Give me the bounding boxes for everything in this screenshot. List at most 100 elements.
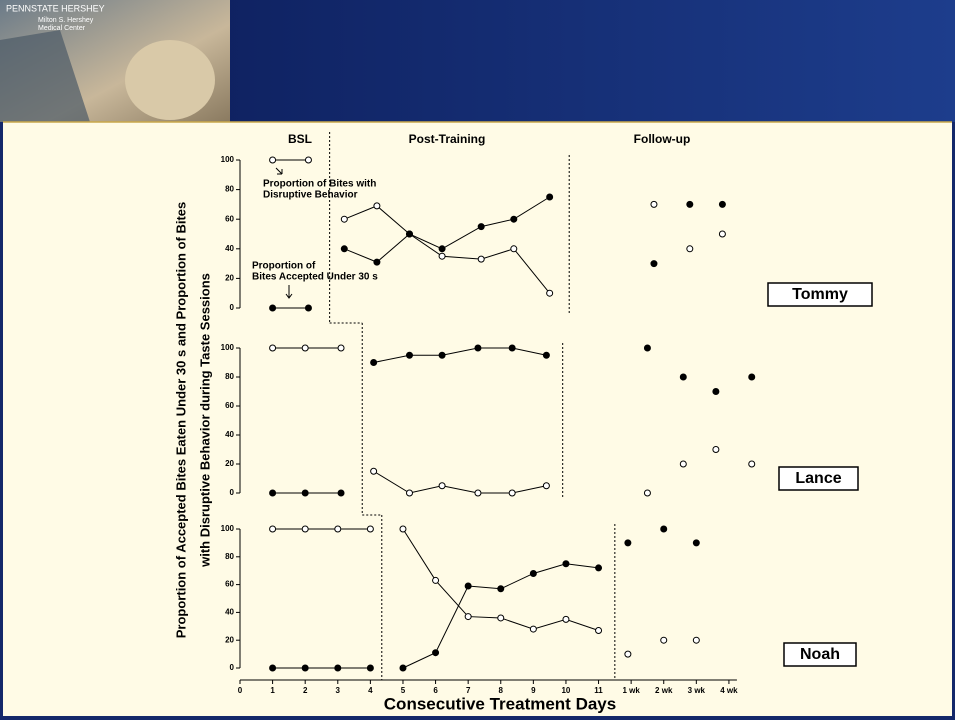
filled-point — [509, 345, 515, 351]
y-tick-label: 100 — [221, 343, 235, 352]
page: PENNSTATE HERSHEY Milton S. Hershey Medi… — [0, 0, 955, 720]
y-tick-label: 100 — [221, 524, 235, 533]
annotation: Proportion of Bites with — [263, 179, 376, 190]
y-tick-label: 60 — [225, 580, 234, 589]
filled-point — [530, 570, 536, 576]
y-axis-label: with Disruptive Behavior during Taste Se… — [197, 273, 212, 568]
open-point — [625, 651, 631, 657]
filled-point — [687, 201, 693, 207]
filled-point — [661, 526, 667, 532]
y-tick-label: 40 — [225, 608, 234, 617]
open-point — [661, 637, 667, 643]
content-area — [3, 122, 952, 716]
y-tick-label: 0 — [230, 303, 235, 312]
y-tick-label: 0 — [230, 663, 235, 672]
slide: PENNSTATE HERSHEY Milton S. Hershey Medi… — [0, 0, 955, 720]
filled-point — [335, 665, 341, 671]
open-point — [475, 490, 481, 496]
filled-point — [475, 345, 481, 351]
open-point — [719, 231, 725, 237]
filled-point — [374, 259, 380, 265]
open-point — [367, 526, 373, 532]
filled-point — [371, 360, 377, 366]
phase-label: Post-Training — [409, 132, 486, 146]
open-point — [713, 447, 719, 453]
filled-point — [644, 345, 650, 351]
filled-point — [693, 540, 699, 546]
open-point — [335, 526, 341, 532]
open-point — [511, 246, 517, 252]
open-point — [498, 615, 504, 621]
brand-sub: Medical Center — [38, 25, 86, 32]
open-point — [302, 526, 308, 532]
filled-point — [341, 246, 347, 252]
brand: PENNSTATE HERSHEY — [6, 3, 105, 13]
phase-label: Follow-up — [634, 132, 691, 146]
open-point — [270, 526, 276, 532]
filled-point — [270, 305, 276, 311]
y-tick-label: 60 — [225, 401, 234, 410]
open-point — [547, 290, 553, 296]
y-tick-label: 20 — [225, 459, 234, 468]
open-point — [693, 637, 699, 643]
x-tick-label: 3 — [336, 686, 341, 695]
y-tick-label: 40 — [225, 244, 234, 253]
y-tick-label: 20 — [225, 274, 234, 283]
filled-point — [651, 261, 657, 267]
open-point — [509, 490, 515, 496]
filled-point — [498, 586, 504, 592]
x-tick-label: 4 wk — [720, 686, 738, 695]
filled-point — [305, 305, 311, 311]
open-point — [680, 461, 686, 467]
y-tick-label: 80 — [225, 552, 234, 561]
brand-sub: Milton S. Hershey — [38, 17, 94, 24]
open-point — [530, 626, 536, 632]
filled-point — [433, 650, 439, 656]
y-tick-label: 40 — [225, 430, 234, 439]
annotation: Disruptive Behavior — [263, 190, 358, 201]
filled-point — [563, 561, 569, 567]
filled-point — [406, 231, 412, 237]
y-axis-label: Proportion of Accepted Bites Eaten Under… — [173, 202, 188, 639]
x-axis-label: Consecutive Treatment Days — [384, 694, 616, 713]
filled-point — [511, 216, 517, 222]
open-point — [439, 483, 445, 489]
panel-name: Lance — [795, 470, 841, 487]
filled-point — [302, 490, 308, 496]
panel-name: Tommy — [792, 286, 848, 303]
filled-point — [465, 583, 471, 589]
open-point — [374, 203, 380, 209]
open-point — [338, 345, 344, 351]
filled-point — [439, 352, 445, 358]
open-point — [465, 614, 471, 620]
y-tick-label: 0 — [230, 488, 235, 497]
open-point — [400, 526, 406, 532]
filled-point — [596, 565, 602, 571]
filled-point — [719, 201, 725, 207]
open-point — [749, 461, 755, 467]
filled-point — [439, 246, 445, 252]
y-tick-label: 80 — [225, 372, 234, 381]
y-tick-label: 60 — [225, 214, 234, 223]
x-tick-label: 4 — [368, 686, 373, 695]
filled-point — [543, 352, 549, 358]
open-point — [270, 345, 276, 351]
x-tick-label: 2 — [303, 686, 308, 695]
lion-shape — [125, 40, 215, 120]
phase-label: BSL — [288, 132, 312, 146]
filled-point — [270, 490, 276, 496]
x-tick-label: 2 wk — [655, 686, 673, 695]
open-point — [563, 616, 569, 622]
open-point — [433, 577, 439, 583]
filled-point — [406, 352, 412, 358]
filled-point — [367, 665, 373, 671]
annotation: Proportion of — [252, 261, 316, 272]
open-point — [687, 246, 693, 252]
y-tick-label: 80 — [225, 185, 234, 194]
open-point — [651, 201, 657, 207]
filled-point — [478, 224, 484, 230]
filled-point — [680, 374, 686, 380]
open-point — [341, 216, 347, 222]
x-tick-label: 0 — [238, 686, 243, 695]
filled-point — [713, 389, 719, 395]
